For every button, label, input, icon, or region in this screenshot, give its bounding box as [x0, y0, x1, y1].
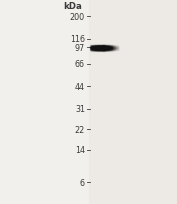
Text: 200: 200 [70, 13, 85, 22]
Text: 31: 31 [75, 105, 85, 114]
Text: 22: 22 [75, 125, 85, 134]
Bar [88, 0, 177, 204]
Text: kDa: kDa [64, 2, 82, 11]
Text: 14: 14 [75, 145, 85, 154]
Text: 116: 116 [70, 35, 85, 44]
Text: 44: 44 [75, 82, 85, 91]
Text: 6: 6 [80, 178, 85, 187]
Text: 97: 97 [75, 43, 85, 52]
Text: 66: 66 [75, 60, 85, 69]
